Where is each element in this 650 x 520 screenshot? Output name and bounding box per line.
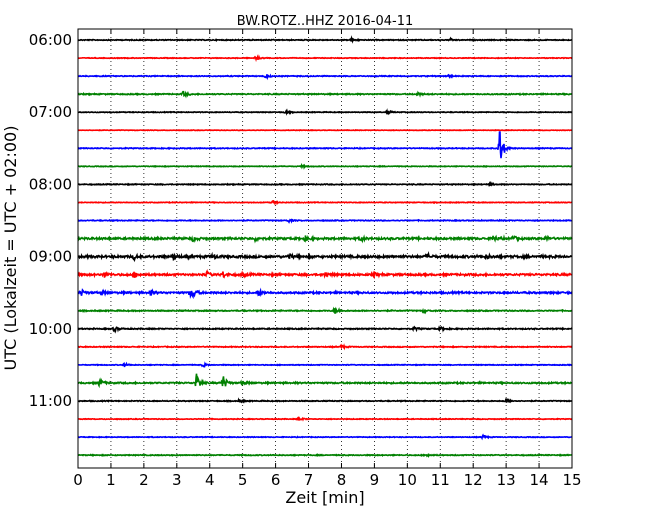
chart-title: BW.ROTZ..HHZ 2016-04-11	[237, 14, 413, 29]
trace-1100	[77, 397, 573, 404]
x-tick-label: 14	[530, 471, 549, 489]
trace-0815	[77, 199, 573, 206]
trace-0800	[77, 180, 573, 188]
trace-1115	[77, 416, 573, 422]
plot-frame	[77, 28, 573, 469]
x-axis-label: Zeit [min]	[285, 488, 364, 507]
trace-1015	[77, 343, 573, 351]
x-tick-label: 11	[431, 471, 450, 489]
trace-1045	[77, 373, 573, 389]
x-tick-label: 7	[304, 471, 314, 489]
y-axis: 06:00 07:00 08:00 09:00 10:00 11:00	[29, 31, 572, 410]
trace-1000	[77, 325, 573, 334]
trace-0615	[77, 54, 573, 63]
trace-0600	[77, 35, 573, 44]
trace-0730	[77, 131, 573, 159]
y-tick-label: 08:00	[29, 175, 72, 193]
trace-1145	[77, 453, 573, 459]
x-tick-label: 3	[172, 471, 182, 489]
y-tick-label: 11:00	[29, 392, 72, 410]
x-tick-label: 8	[337, 471, 347, 489]
x-tick-label: 0	[73, 471, 83, 489]
trace-0830	[77, 218, 573, 224]
y-axis-label: UTC (Lokalzeit = UTC + 02:00)	[1, 126, 20, 371]
trace-1130	[77, 433, 573, 441]
x-tick-label: 6	[271, 471, 281, 489]
x-tick-label: 10	[398, 471, 417, 489]
trace-0700	[77, 108, 573, 116]
trace-1030	[77, 361, 573, 368]
x-tick-label: 12	[464, 471, 483, 489]
x-tick-label: 15	[562, 471, 581, 489]
x-tick-label: 1	[106, 471, 116, 489]
trace-0900	[77, 250, 573, 263]
trace-0715	[77, 128, 573, 132]
x-tick-label: 13	[497, 471, 516, 489]
y-tick-label: 07:00	[29, 103, 72, 121]
trace-0945	[77, 306, 573, 315]
trace-0845	[77, 234, 573, 244]
trace-0630	[77, 73, 573, 81]
y-tick-label: 09:00	[29, 248, 72, 266]
x-tick-label: 2	[139, 471, 149, 489]
trace-0645	[77, 90, 573, 99]
x-tick-label: 9	[370, 471, 380, 489]
traces	[77, 35, 573, 459]
y-tick-label: 06:00	[29, 31, 72, 49]
x-tick-label: 5	[238, 471, 248, 489]
y-tick-label: 10:00	[29, 320, 72, 338]
trace-0745	[77, 162, 573, 170]
trace-0915	[77, 268, 573, 280]
x-axis: 0 1 2 3 4 5 6 7 8 9 10 11 12 13 14 15	[73, 29, 582, 489]
trace-0930	[77, 287, 573, 300]
x-tick-label: 4	[205, 471, 215, 489]
